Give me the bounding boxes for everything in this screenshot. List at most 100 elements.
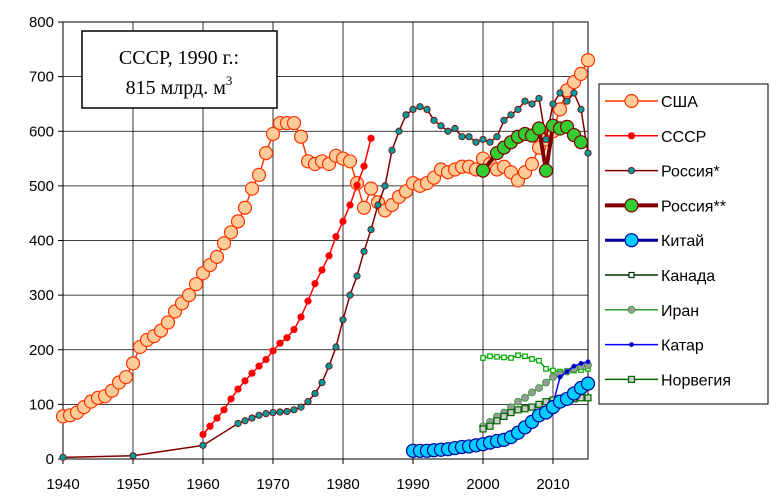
y-tick-label: 0 xyxy=(46,451,54,468)
x-tick-label: 1970 xyxy=(256,476,289,493)
annotation-line-1: СССР, 1990 г.: xyxy=(119,47,239,69)
data-point xyxy=(125,356,141,371)
data-point xyxy=(573,135,589,150)
data-point xyxy=(487,353,493,360)
data-point xyxy=(339,316,347,324)
y-tick-label: 200 xyxy=(29,342,54,359)
plot-frame xyxy=(62,21,589,460)
series-1 xyxy=(199,134,375,439)
data-point xyxy=(486,422,494,430)
data-point xyxy=(339,217,347,225)
data-point xyxy=(430,116,438,124)
data-point xyxy=(251,167,267,183)
data-point xyxy=(563,97,571,105)
x-tick-label: 2000 xyxy=(466,476,499,493)
legend-swatch-marker xyxy=(629,342,634,348)
data-point xyxy=(241,377,249,385)
data-point xyxy=(580,53,596,68)
legend-label: Катар xyxy=(661,338,704,355)
data-point xyxy=(220,406,228,414)
data-point xyxy=(416,103,424,111)
data-point xyxy=(265,126,281,142)
legend-swatch-marker xyxy=(627,375,636,383)
legend-item: Россия** xyxy=(605,198,726,215)
data-point xyxy=(451,124,459,133)
data-point xyxy=(199,441,207,449)
x-tick-label: 1940 xyxy=(46,476,79,493)
legend-swatch-marker xyxy=(627,132,636,140)
data-point xyxy=(209,249,225,264)
legend-label: Китай xyxy=(661,233,704,250)
data-point xyxy=(290,406,298,414)
data-point xyxy=(59,453,67,461)
data-point xyxy=(584,394,592,402)
data-point xyxy=(521,405,529,413)
data-point xyxy=(501,354,507,361)
data-point xyxy=(342,154,358,169)
annotation-box: СССР, 1990 г.: 815 млрд. м3 xyxy=(81,30,278,109)
data-point xyxy=(213,414,221,422)
data-point xyxy=(585,359,591,365)
legend-swatch-marker xyxy=(628,271,635,279)
legend-swatch-marker xyxy=(624,233,639,248)
x-tick-label: 1960 xyxy=(186,476,219,493)
data-point xyxy=(528,100,536,108)
data-point xyxy=(248,369,256,377)
data-point xyxy=(507,408,515,417)
data-point xyxy=(206,422,214,430)
legend-label: США xyxy=(661,94,698,111)
data-point xyxy=(521,97,529,105)
x-tick-label: 1990 xyxy=(396,476,429,493)
data-point xyxy=(475,163,491,178)
legend-swatch-marker xyxy=(627,305,636,314)
data-point xyxy=(409,105,417,114)
series-3 xyxy=(475,118,589,178)
data-point xyxy=(258,146,274,161)
data-point xyxy=(423,105,431,114)
data-point xyxy=(297,313,305,321)
x-tick-label: 1980 xyxy=(326,476,359,493)
legend-item: Катар xyxy=(605,338,704,355)
y-tick-label: 600 xyxy=(29,123,54,140)
x-tick-label: 1950 xyxy=(116,476,149,493)
data-point xyxy=(549,373,557,381)
data-point xyxy=(524,156,540,172)
data-point xyxy=(374,201,382,209)
data-point xyxy=(255,362,263,370)
data-point xyxy=(181,288,197,303)
data-point xyxy=(353,181,361,189)
data-point xyxy=(573,66,589,81)
legend-label: СССР xyxy=(661,129,706,146)
data-point xyxy=(304,398,312,406)
data-point xyxy=(552,102,568,117)
data-point xyxy=(535,94,543,103)
y-tick-label: 400 xyxy=(29,233,54,250)
data-point xyxy=(538,163,554,178)
data-point xyxy=(244,181,260,196)
data-point xyxy=(479,135,487,144)
data-point xyxy=(514,105,522,114)
data-point xyxy=(465,133,473,141)
legend-item: СССР xyxy=(605,129,706,146)
legend-label: Россия** xyxy=(661,198,726,215)
data-point xyxy=(528,388,536,397)
legend-item: Норвегия xyxy=(605,372,731,389)
data-point xyxy=(542,135,550,144)
series-2 xyxy=(59,89,592,461)
data-point xyxy=(248,414,256,422)
data-point xyxy=(283,407,291,416)
data-point xyxy=(356,200,372,215)
data-point xyxy=(564,369,570,375)
data-point xyxy=(311,280,319,288)
data-point xyxy=(230,214,246,229)
data-point xyxy=(584,149,592,157)
data-point xyxy=(508,355,514,361)
data-point xyxy=(318,378,326,387)
data-point xyxy=(388,146,396,154)
data-point xyxy=(381,182,389,190)
legend-item: Иран xyxy=(605,303,699,320)
data-point xyxy=(283,334,291,342)
plot-area xyxy=(55,53,596,461)
data-point xyxy=(276,408,284,416)
